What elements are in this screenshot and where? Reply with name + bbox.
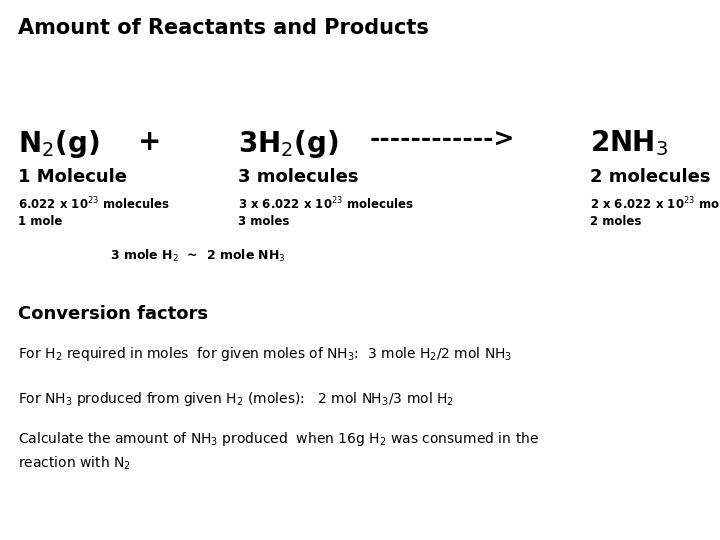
Text: For NH$_3$ produced from given H$_2$ (moles):   2 mol NH$_3$/3 mol H$_2$: For NH$_3$ produced from given H$_2$ (mo…	[18, 390, 454, 408]
Text: 3H$_2$(g): 3H$_2$(g)	[238, 128, 339, 160]
Text: ------------>: ------------>	[370, 128, 516, 152]
Text: +: +	[138, 128, 161, 156]
Text: 3 molecules: 3 molecules	[238, 168, 359, 186]
Text: Calculate the amount of NH$_3$ produced  when 16g H$_2$ was consumed in the: Calculate the amount of NH$_3$ produced …	[18, 430, 539, 448]
Text: 2 x 6.022 x 10$^{23}$ molecules: 2 x 6.022 x 10$^{23}$ molecules	[590, 196, 720, 213]
Text: 3 moles: 3 moles	[238, 215, 289, 228]
Text: For H$_2$ required in moles  for given moles of NH$_3$:  3 mole H$_2$/2 mol NH$_: For H$_2$ required in moles for given mo…	[18, 345, 512, 363]
Text: 1 mole: 1 mole	[18, 215, 63, 228]
Text: 1 Molecule: 1 Molecule	[18, 168, 127, 186]
Text: reaction with N$_2$: reaction with N$_2$	[18, 455, 131, 472]
Text: 2 molecules: 2 molecules	[590, 168, 711, 186]
Text: Conversion factors: Conversion factors	[18, 305, 208, 323]
Text: 6.022 x 10$^{23}$ molecules: 6.022 x 10$^{23}$ molecules	[18, 196, 171, 213]
Text: N$_2$(g): N$_2$(g)	[18, 128, 99, 160]
Text: Amount of Reactants and Products: Amount of Reactants and Products	[18, 18, 429, 38]
Text: 3 x 6.022 x 10$^{23}$ molecules: 3 x 6.022 x 10$^{23}$ molecules	[238, 196, 414, 213]
Text: 2NH$_3$: 2NH$_3$	[590, 128, 668, 158]
Text: 3 mole H$_2$  ~  2 mole NH$_3$: 3 mole H$_2$ ~ 2 mole NH$_3$	[110, 248, 285, 264]
Text: 2 moles: 2 moles	[590, 215, 642, 228]
